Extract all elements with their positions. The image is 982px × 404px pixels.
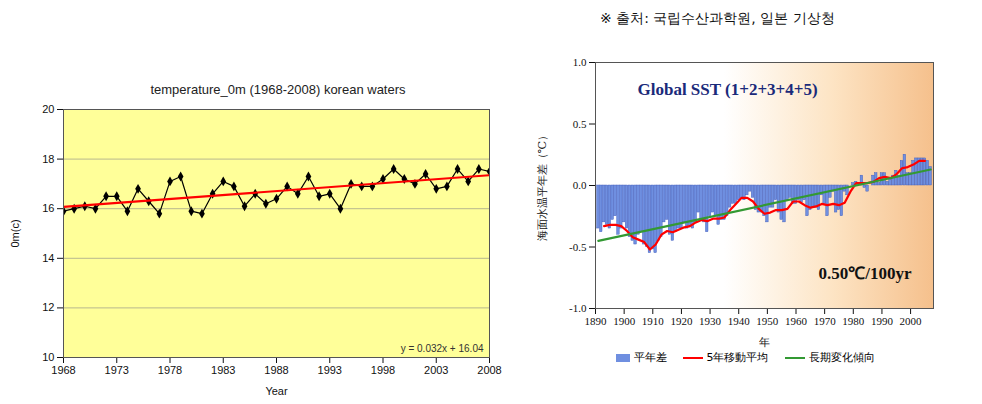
svg-text:20: 20: [42, 103, 54, 115]
svg-text:18: 18: [42, 153, 54, 165]
svg-text:1973: 1973: [105, 364, 129, 376]
svg-text:1890: 1890: [585, 315, 608, 327]
svg-text:1930: 1930: [699, 315, 722, 327]
svg-text:1900: 1900: [613, 315, 636, 327]
svg-text:2008: 2008: [477, 364, 501, 376]
svg-text:1.0: 1.0: [573, 56, 587, 68]
svg-text:1990: 1990: [871, 315, 894, 327]
svg-text:-0.5: -0.5: [569, 241, 587, 253]
svg-text:y = 0.032x + 16.04: y = 0.032x + 16.04: [401, 343, 484, 354]
svg-text:-1.0: -1.0: [569, 302, 587, 314]
svg-text:1980: 1980: [842, 315, 865, 327]
svg-text:1920: 1920: [670, 315, 693, 327]
svg-text:16: 16: [42, 202, 54, 214]
svg-text:1950: 1950: [756, 315, 779, 327]
svg-text:2000: 2000: [900, 315, 923, 327]
svg-text:0.50℃/100yr: 0.50℃/100yr: [818, 264, 911, 283]
svg-text:1978: 1978: [158, 364, 182, 376]
svg-text:12: 12: [42, 301, 54, 313]
svg-text:1940: 1940: [728, 315, 751, 327]
svg-text:14: 14: [42, 252, 54, 264]
svg-text:1968: 1968: [51, 364, 75, 376]
html-text:temperature_0m (1968-2008) kor: temperature_0m (1968-2008) korean waters: [150, 82, 406, 97]
svg-text:10: 10: [42, 351, 54, 363]
svg-text:0.5: 0.5: [573, 118, 587, 130]
html-text:5年移動平均: 5年移動平均: [706, 351, 769, 364]
svg-text:1983: 1983: [211, 364, 235, 376]
svg-text:0.0: 0.0: [573, 179, 587, 191]
html-text:※ 출처: 국립수산과학원, 일본 기상청: ※ 출처: 국립수산과학원, 일본 기상청: [600, 10, 835, 26]
svg-text:Global SST (1+2+3+4+5): Global SST (1+2+3+4+5): [638, 80, 818, 99]
html-text:平年差: 平年差: [633, 351, 667, 364]
svg-text:0m(c): 0m(c): [9, 219, 21, 247]
svg-text:2003: 2003: [424, 364, 448, 376]
svg-text:1993: 1993: [318, 364, 342, 376]
svg-text:年: 年: [759, 336, 770, 348]
html-text:長期変化傾向: 長期変化傾向: [808, 351, 875, 364]
svg-text:1970: 1970: [814, 315, 837, 327]
svg-text:Year: Year: [265, 385, 288, 397]
svg-text:1960: 1960: [785, 315, 808, 327]
svg-text:1910: 1910: [642, 315, 665, 327]
svg-text:海面水温平年差（℃）: 海面水温平年差（℃）: [536, 130, 548, 241]
svg-text:1988: 1988: [264, 364, 288, 376]
svg-text:1998: 1998: [371, 364, 395, 376]
